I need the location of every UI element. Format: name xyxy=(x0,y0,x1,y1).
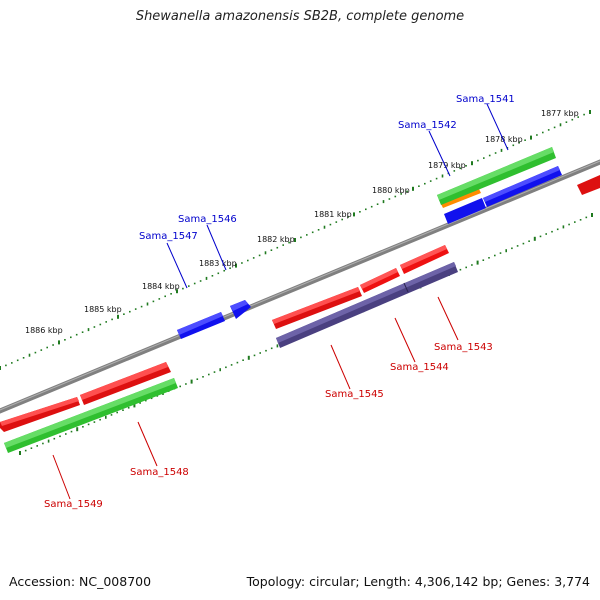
kbp-label-1881: 1881 kbp xyxy=(314,210,352,219)
gene-label-sama-1548[interactable]: Sama_1548 xyxy=(130,467,189,478)
accession-text: Accession: NC_008700 xyxy=(9,574,152,589)
gene-label-sama-1547[interactable]: Sama_1547 xyxy=(139,231,198,242)
gene-sama-1547[interactable] xyxy=(177,312,225,339)
genome-backbone-highlight xyxy=(0,160,600,411)
gene-label-sama-1546[interactable]: Sama_1546 xyxy=(178,214,237,225)
gene-sama-1548[interactable] xyxy=(80,362,171,405)
gene-label-sama-1541[interactable]: Sama_1541 xyxy=(456,94,515,105)
gene-sama-1545[interactable] xyxy=(272,287,362,329)
kbp-label-1880: 1880 kbp xyxy=(372,186,410,195)
gene-red-right-edge[interactable] xyxy=(577,175,600,195)
gene-sama-1546[interactable] xyxy=(230,300,251,319)
gene-sama-1543[interactable] xyxy=(400,245,449,274)
genome-summary-text: Topology: circular; Length: 4,306,142 bp… xyxy=(246,574,590,589)
genome-backbone xyxy=(0,159,600,414)
kbp-label-1883: 1883 kbp xyxy=(199,259,237,268)
gene-label-sama-1543[interactable]: Sama_1543 xyxy=(434,342,493,353)
gene-green-lower[interactable] xyxy=(4,378,178,453)
gene-sama-1549[interactable] xyxy=(0,397,80,432)
gene-label-sama-1549[interactable]: Sama_1549 xyxy=(44,499,103,510)
gene-sama-1541[interactable] xyxy=(437,147,556,205)
kbp-label-1884: 1884 kbp xyxy=(142,282,180,291)
gene-blue-pair-1541[interactable] xyxy=(444,166,562,224)
kbp-label-1886: 1886 kbp xyxy=(25,326,63,335)
kbp-label-1877: 1877 kbp xyxy=(541,109,579,118)
gene-purple-block[interactable] xyxy=(276,262,458,348)
gene-label-sama-1545[interactable]: Sama_1545 xyxy=(325,389,384,400)
kbp-ticks-top xyxy=(0,110,591,370)
kbp-label-1878: 1878 kbp xyxy=(485,135,523,144)
kbp-label-1882: 1882 kbp xyxy=(257,235,295,244)
gene-label-sama-1544[interactable]: Sama_1544 xyxy=(390,362,449,373)
gene-sama-1544[interactable] xyxy=(360,268,400,293)
gene-label-sama-1542[interactable]: Sama_1542 xyxy=(398,120,457,131)
kbp-label-1879: 1879 kbp xyxy=(428,161,466,170)
callout-lines xyxy=(52,103,509,500)
map-title: Shewanella amazonensis SB2B, complete ge… xyxy=(135,9,465,24)
kbp-label-1885: 1885 kbp xyxy=(84,305,122,314)
